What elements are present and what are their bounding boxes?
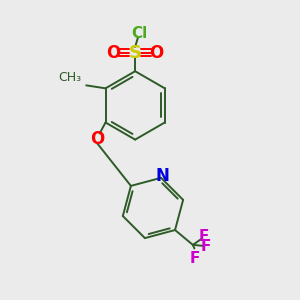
Text: Cl: Cl: [131, 26, 148, 41]
Text: F: F: [199, 229, 209, 244]
Text: N: N: [156, 167, 170, 185]
Text: S: S: [129, 44, 142, 62]
Text: CH₃: CH₃: [58, 71, 82, 84]
Text: F: F: [201, 239, 211, 254]
Text: F: F: [189, 251, 200, 266]
Text: O: O: [106, 44, 121, 62]
Text: O: O: [90, 130, 104, 148]
Text: O: O: [149, 44, 164, 62]
